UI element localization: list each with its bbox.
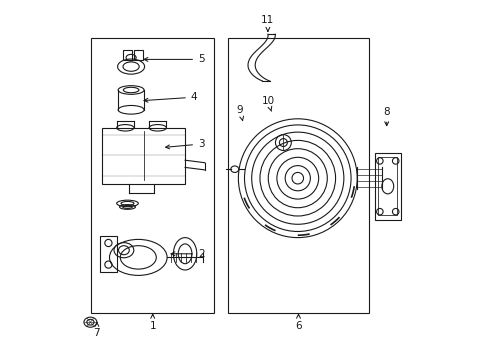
Text: 11: 11	[261, 15, 274, 31]
Text: 9: 9	[236, 105, 243, 121]
Text: 2: 2	[171, 249, 204, 259]
Text: 8: 8	[383, 107, 389, 126]
Text: 6: 6	[295, 314, 301, 331]
Text: 1: 1	[149, 314, 156, 331]
Text: 5: 5	[144, 54, 204, 64]
Text: 4: 4	[144, 92, 197, 102]
Text: 10: 10	[261, 96, 274, 111]
Text: 3: 3	[165, 139, 204, 149]
Text: 7: 7	[93, 322, 100, 338]
